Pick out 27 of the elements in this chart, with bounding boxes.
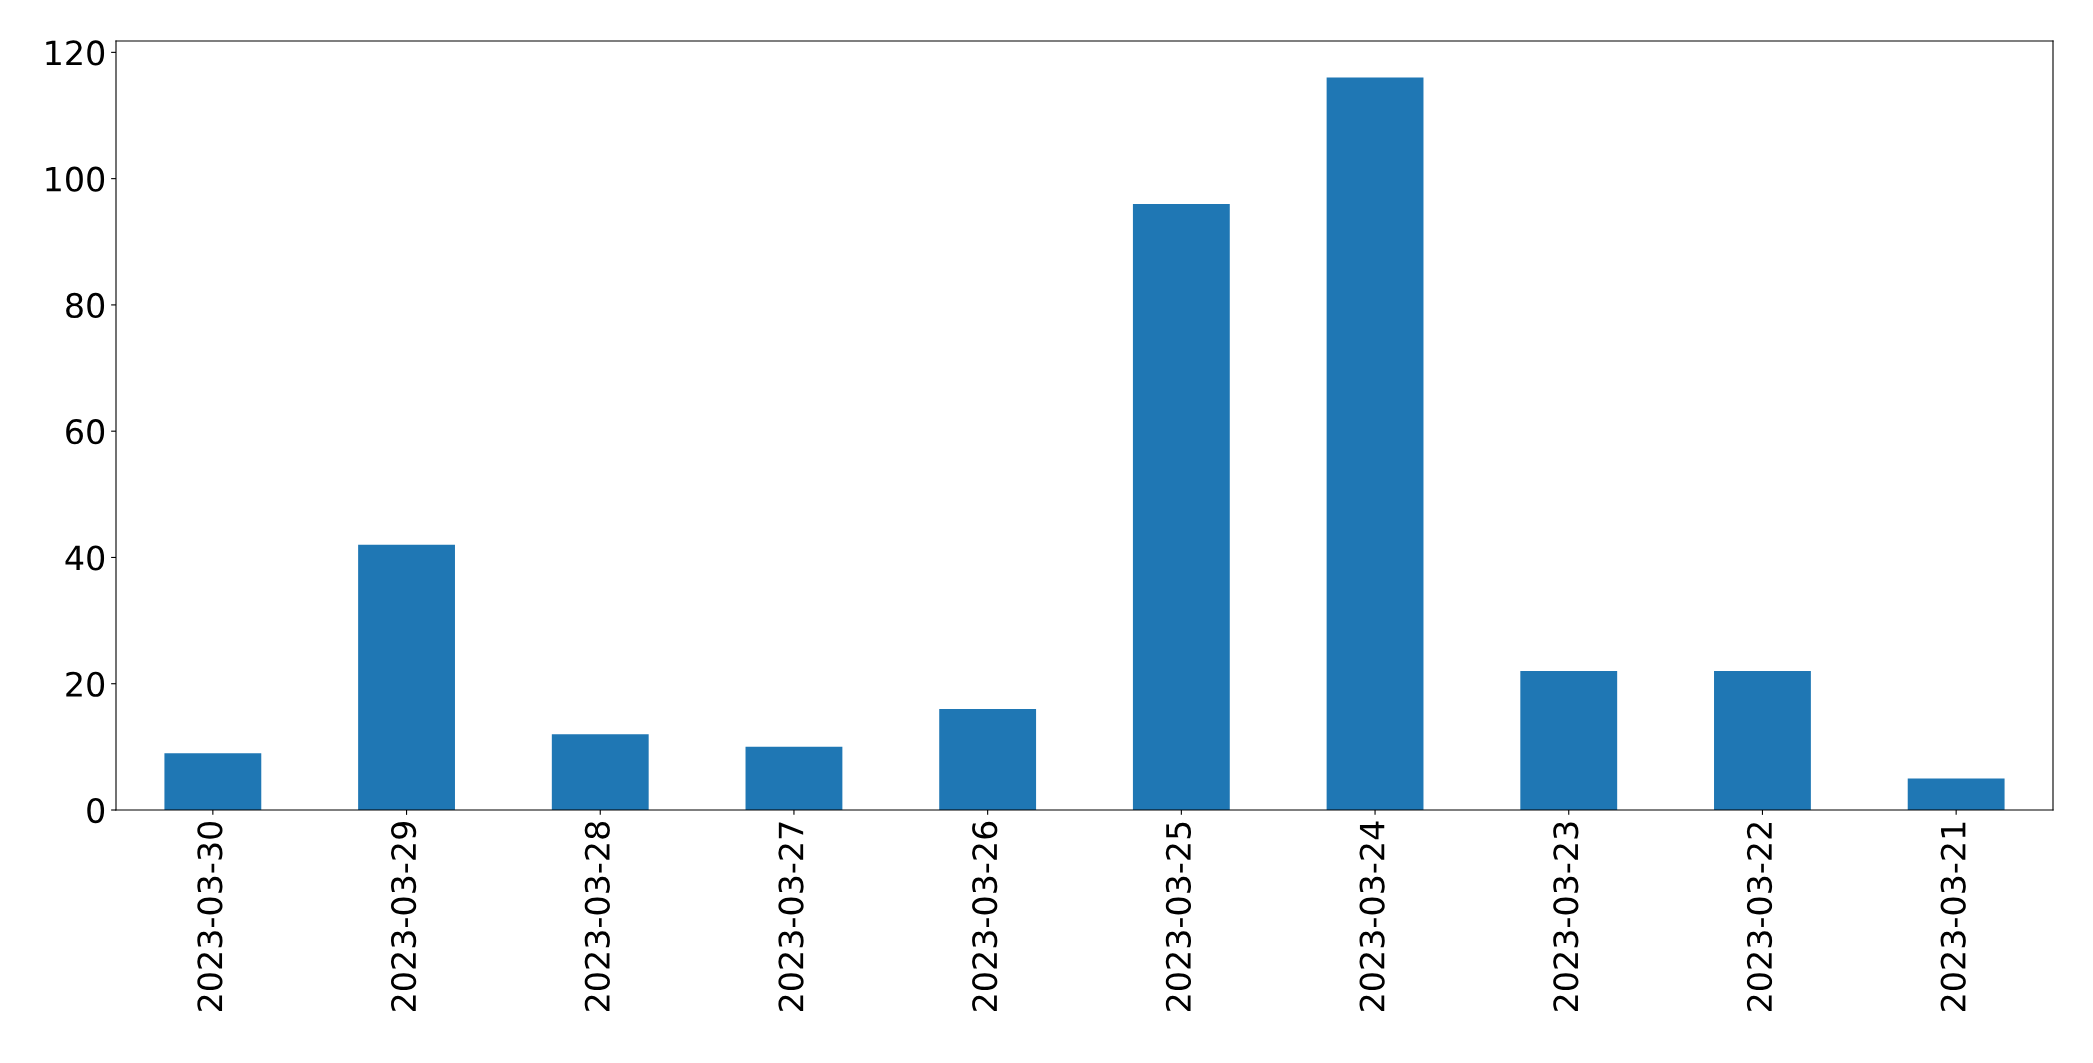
x-tick-label: 2023-03-28 [584, 822, 610, 1011]
bar [551, 734, 649, 810]
bar [164, 753, 262, 810]
x-tick-label: 2023-03-27 [778, 822, 804, 1011]
x-tick-label: 2023-03-26 [972, 821, 998, 1011]
x-tick-label: 2023-03-25 [1165, 822, 1192, 1011]
y-tick-label: 40 [65, 545, 105, 571]
bar [745, 746, 843, 810]
x-tick-label: 2023-03-22 [1746, 823, 1773, 1011]
y-tick-label: 100 [46, 166, 105, 192]
y-tick-label: 0 [87, 797, 105, 824]
y-tick-label: 120 [46, 40, 105, 66]
y-tick-label: 80 [66, 292, 105, 319]
bar [358, 544, 455, 810]
x-tick-label: 2023-03-24 [1359, 821, 1385, 1011]
bar [1326, 77, 1424, 810]
bar [939, 708, 1037, 810]
x-tick-label: 2023-03-23 [1553, 822, 1579, 1011]
bar [1520, 671, 1618, 810]
bar [1132, 203, 1230, 810]
y-tick-label: 60 [66, 419, 105, 445]
y-tick-label: 20 [66, 671, 105, 697]
x-tick-label: 2023-03-21 [1940, 822, 1966, 1011]
bar [1714, 671, 1811, 810]
x-tick-label: 2023-03-30 [197, 821, 223, 1011]
bar [1907, 778, 2005, 810]
x-tick-label: 2023-03-29 [391, 822, 417, 1011]
